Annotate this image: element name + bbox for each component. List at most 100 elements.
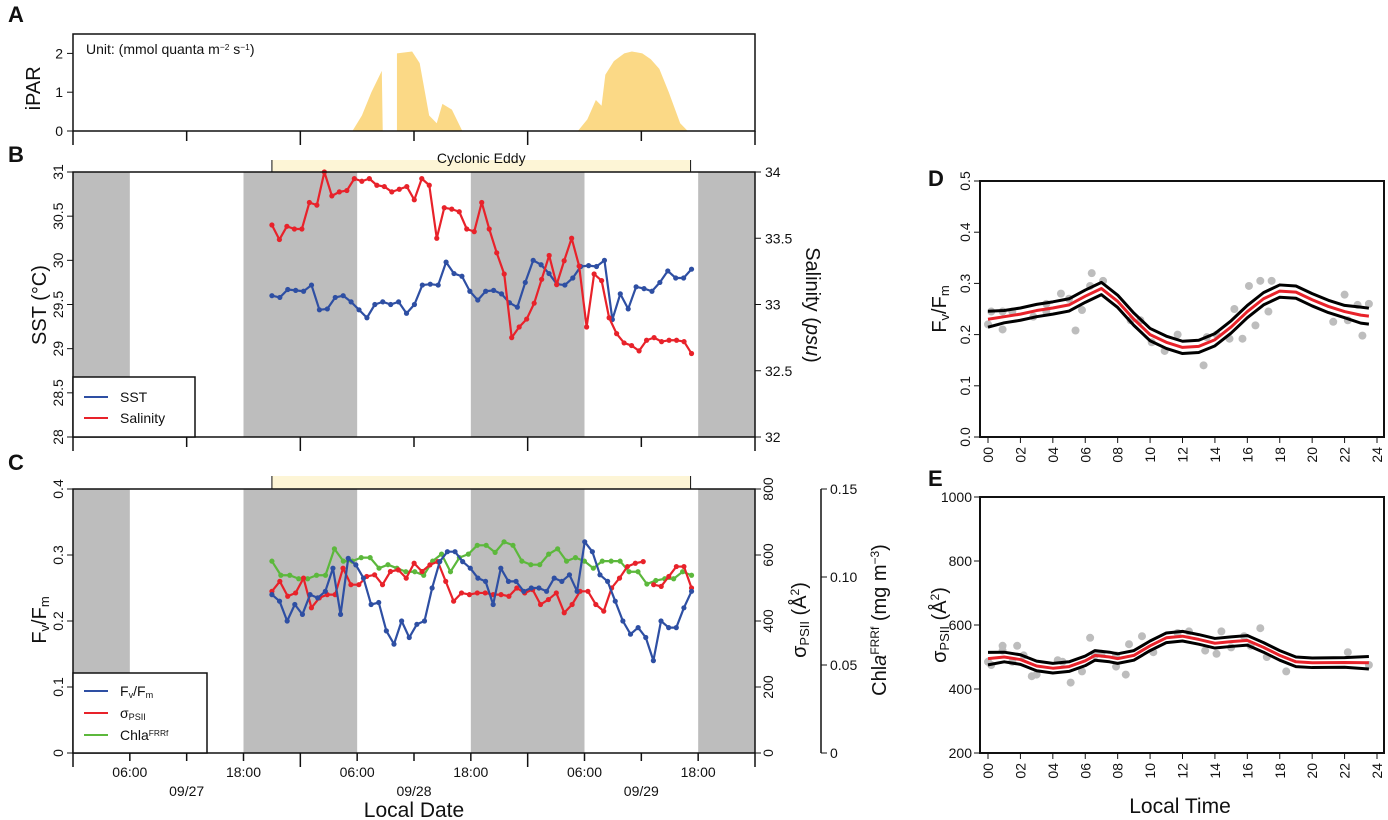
- label-part: −1: [240, 42, 250, 52]
- data-point-salinity: [643, 337, 650, 343]
- fit-line: [987, 634, 1369, 670]
- data-point-chla: [492, 549, 498, 555]
- data-point-chla: [581, 558, 587, 564]
- data-point-salinity: [501, 271, 507, 277]
- ci-upper-line: [987, 280, 1370, 343]
- data-point-fvfm: [551, 575, 557, 581]
- data-point-sigma-psii: [458, 590, 465, 596]
- label-part: psu: [801, 323, 823, 356]
- data-point-salinity: [539, 276, 545, 282]
- y-right-tick-label: 34: [765, 164, 781, 180]
- label-part: F: [29, 631, 51, 643]
- data-point-fvfm: [429, 585, 435, 591]
- label-part: ): [789, 582, 811, 589]
- data-point-fvfm: [322, 588, 328, 594]
- data-point-salinity: [419, 176, 425, 182]
- data-point-sigma-psii: [372, 572, 378, 578]
- data-point-salinity: [284, 223, 290, 229]
- scatter-point: [1358, 331, 1367, 340]
- label-part: ): [929, 587, 951, 594]
- data-point-fvfm: [666, 625, 672, 631]
- data-point-fvfm: [566, 572, 573, 578]
- data-point-fvfm: [337, 611, 344, 618]
- chla-tick-label: 0.05: [830, 657, 857, 673]
- data-point-fvfm: [406, 634, 412, 641]
- data-point-chla: [635, 569, 641, 575]
- data-point-chla: [296, 576, 302, 582]
- ipar-area-0: [352, 70, 383, 131]
- data-point-salinity: [471, 229, 477, 235]
- label-part: PSII: [797, 621, 812, 646]
- label-part: v: [37, 624, 52, 631]
- date-label: 09/29: [624, 783, 659, 799]
- data-point-salinity: [449, 206, 455, 212]
- x-tick-label: 12: [1175, 447, 1191, 463]
- x-tick-label: 06: [1077, 447, 1093, 463]
- data-point-chla: [376, 565, 382, 571]
- label-part: m: [37, 596, 52, 607]
- data-point-sigma-psii: [506, 593, 512, 599]
- data-point-sst: [514, 304, 520, 310]
- y-axis-label: Fv/Fm: [29, 596, 52, 643]
- data-point-sigma-psii: [427, 562, 433, 568]
- scatter-point: [1087, 269, 1096, 278]
- y-tick-label: 600: [949, 617, 973, 633]
- data-point-sst: [459, 273, 465, 279]
- unit-label: Unit: (mmol quanta m−2 s−1): [86, 41, 255, 57]
- label-part: m: [937, 285, 952, 296]
- y-tick-label: 1: [55, 84, 63, 100]
- data-point-chla: [438, 551, 445, 557]
- label-part: /F: [133, 683, 145, 699]
- scatter-point: [1032, 670, 1041, 679]
- y-tick-label: 0: [55, 123, 63, 139]
- scatter-point: [1267, 276, 1276, 285]
- data-point-chla: [546, 551, 552, 557]
- label-part: σ: [789, 645, 811, 658]
- data-point-fvfm: [543, 588, 550, 594]
- scatter-point: [1244, 281, 1253, 290]
- data-point-chla: [671, 576, 677, 582]
- data-point-salinity: [434, 235, 440, 241]
- label-part: ): [869, 544, 891, 551]
- data-point-salinity: [546, 252, 552, 259]
- data-point-sigma-psii: [419, 568, 425, 575]
- scatter-point: [1212, 649, 1221, 658]
- data-point-fvfm: [315, 595, 321, 601]
- x-tick-label: 06:00: [340, 764, 375, 780]
- data-point-chla: [510, 542, 516, 548]
- data-point-sigma-psii: [451, 598, 457, 604]
- data-point-salinity: [456, 209, 462, 215]
- data-point-fvfm: [421, 618, 428, 624]
- scatter-point: [1173, 330, 1182, 339]
- data-point-chla: [653, 577, 659, 584]
- data-point-sst: [285, 286, 291, 293]
- data-point-sst: [435, 282, 441, 288]
- data-point-fvfm: [597, 572, 603, 578]
- data-point-fvfm: [284, 618, 290, 624]
- x-tick-label: 06:00: [567, 764, 602, 780]
- data-point-salinity: [344, 187, 350, 194]
- eddy-bar: [271, 160, 691, 172]
- night-band: [470, 489, 585, 753]
- y-tick-label: 28: [50, 429, 66, 445]
- data-point-fvfm: [620, 618, 626, 624]
- data-point-salinity: [299, 226, 305, 232]
- data-point-fvfm: [345, 555, 351, 561]
- data-point-chla: [688, 572, 695, 578]
- legend-label: ChlaFRRf: [120, 727, 169, 743]
- data-point-sigma-psii: [624, 563, 631, 570]
- y-tick-label: 0.2: [50, 611, 66, 631]
- data-point-sigma-psii: [666, 573, 672, 580]
- data-point-fvfm: [658, 618, 664, 624]
- x-tick-label: 14: [1207, 763, 1223, 779]
- data-point-salinity: [494, 250, 500, 256]
- scatter-point: [1013, 641, 1022, 650]
- data-point-sst: [269, 293, 275, 299]
- night-band: [243, 172, 358, 437]
- x-tick-label: 08: [1110, 763, 1126, 779]
- label-part: m: [146, 690, 154, 700]
- data-point-fvfm: [681, 605, 687, 611]
- data-point-salinity: [688, 350, 695, 357]
- data-point-salinity: [584, 324, 590, 330]
- x-tick-label: 12: [1175, 763, 1191, 779]
